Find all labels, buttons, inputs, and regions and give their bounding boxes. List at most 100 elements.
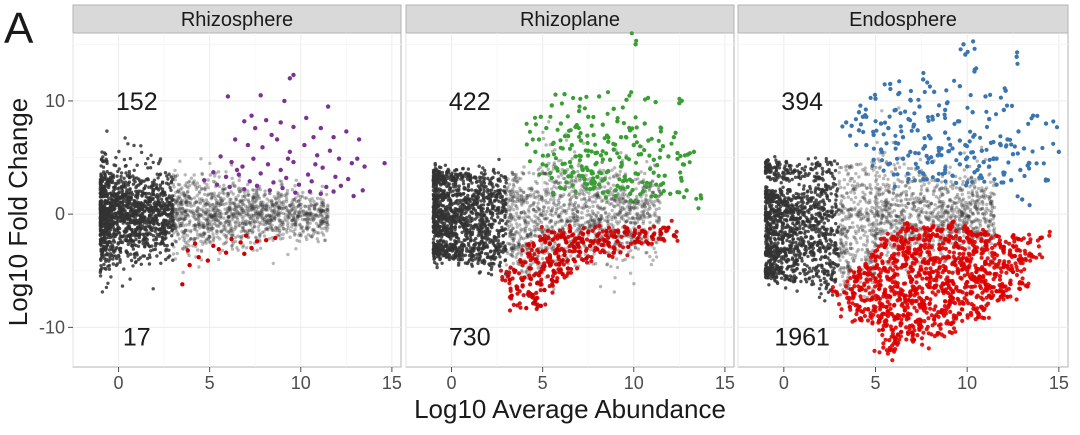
- background-point: [480, 217, 484, 221]
- background-point: [289, 202, 294, 206]
- background-point: [139, 262, 143, 266]
- background-point: [131, 264, 135, 268]
- background-point: [103, 203, 107, 208]
- background-point: [315, 196, 320, 200]
- background-point: [536, 168, 540, 172]
- up-point: [291, 72, 296, 78]
- background-point: [165, 223, 169, 227]
- background-point: [170, 242, 174, 246]
- background-point: [512, 179, 517, 183]
- up-count-rhizosphere: 152: [116, 88, 158, 116]
- background-point: [137, 235, 141, 240]
- background-point: [214, 203, 218, 207]
- background-point: [634, 187, 638, 191]
- background-point: [116, 253, 121, 258]
- background-point: [497, 235, 501, 239]
- background-point: [653, 250, 658, 255]
- background-point: [208, 241, 212, 245]
- background-point: [320, 184, 324, 188]
- background-point: [629, 220, 633, 225]
- background-point: [478, 188, 482, 192]
- up-point: [287, 76, 293, 81]
- background-point: [128, 277, 132, 281]
- background-point: [117, 167, 122, 171]
- background-point: [303, 204, 307, 208]
- background-point: [299, 234, 303, 238]
- background-point: [249, 203, 253, 208]
- background-point: [138, 179, 142, 183]
- background-point: [310, 204, 314, 208]
- background-point: [300, 225, 304, 229]
- background-point: [441, 227, 446, 231]
- background-point: [120, 180, 125, 184]
- background-point: [297, 233, 301, 238]
- background-point: [517, 176, 521, 180]
- background-point: [262, 219, 267, 224]
- background-point: [456, 257, 460, 262]
- up-point: [349, 161, 354, 166]
- background-point: [462, 191, 466, 196]
- background-point: [432, 241, 436, 245]
- background-point: [488, 250, 493, 254]
- background-point: [213, 210, 218, 215]
- background-point: [442, 189, 446, 193]
- background-point: [130, 214, 134, 218]
- background-point: [587, 191, 591, 195]
- background-point: [107, 218, 111, 222]
- background-point: [592, 217, 597, 221]
- background-point: [506, 197, 510, 201]
- background-point: [175, 230, 179, 234]
- background-point: [192, 237, 197, 242]
- background-point: [119, 171, 124, 175]
- background-point: [105, 178, 109, 182]
- background-point: [515, 207, 519, 211]
- background-point: [214, 212, 218, 217]
- background-point: [559, 158, 563, 163]
- background-point: [437, 209, 441, 213]
- background-point: [128, 195, 132, 199]
- background-point: [114, 155, 118, 160]
- background-point: [127, 180, 132, 184]
- up-point: [314, 153, 320, 158]
- up-point: [331, 134, 336, 140]
- background-point: [175, 197, 179, 202]
- background-point: [466, 260, 471, 264]
- background-point: [550, 187, 554, 191]
- down-point: [205, 258, 211, 263]
- background-point: [520, 203, 524, 207]
- background-point: [497, 211, 502, 215]
- background-point: [178, 190, 182, 195]
- up-point: [313, 162, 318, 167]
- up-point: [345, 176, 351, 182]
- up-point: [247, 179, 252, 184]
- background-point: [492, 262, 496, 266]
- up-point: [278, 120, 283, 125]
- up-point: [311, 134, 316, 140]
- background-point: [475, 179, 479, 183]
- background-point: [144, 221, 149, 225]
- background-point: [192, 173, 196, 177]
- background-point: [159, 231, 164, 235]
- background-point: [281, 207, 286, 211]
- background-point: [133, 204, 137, 208]
- background-point: [241, 202, 245, 206]
- background-point: [211, 179, 216, 184]
- background-point: [511, 182, 516, 187]
- background-point: [285, 191, 290, 196]
- background-point: [495, 198, 499, 202]
- background-point: [325, 229, 329, 233]
- background-point: [99, 177, 103, 182]
- background-point: [107, 209, 111, 213]
- background-point: [237, 190, 242, 194]
- background-point: [496, 184, 500, 188]
- background-point: [246, 182, 250, 187]
- up-point: [344, 129, 349, 134]
- up-point: [338, 183, 344, 189]
- up-point: [254, 183, 260, 189]
- background-point: [509, 216, 514, 220]
- background-point: [220, 199, 224, 203]
- background-point: [588, 198, 592, 202]
- background-point: [562, 209, 567, 214]
- background-point: [480, 175, 484, 180]
- background-point: [118, 258, 122, 262]
